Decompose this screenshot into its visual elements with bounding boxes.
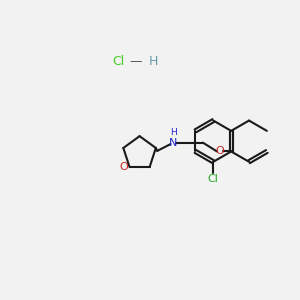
Text: Cl: Cl (208, 174, 219, 184)
Text: O: O (216, 146, 224, 157)
Text: N: N (169, 138, 178, 148)
Text: H: H (170, 128, 177, 137)
Text: O: O (119, 162, 128, 172)
Text: H: H (148, 55, 158, 68)
Text: Cl: Cl (113, 55, 125, 68)
Text: —: — (129, 55, 142, 68)
